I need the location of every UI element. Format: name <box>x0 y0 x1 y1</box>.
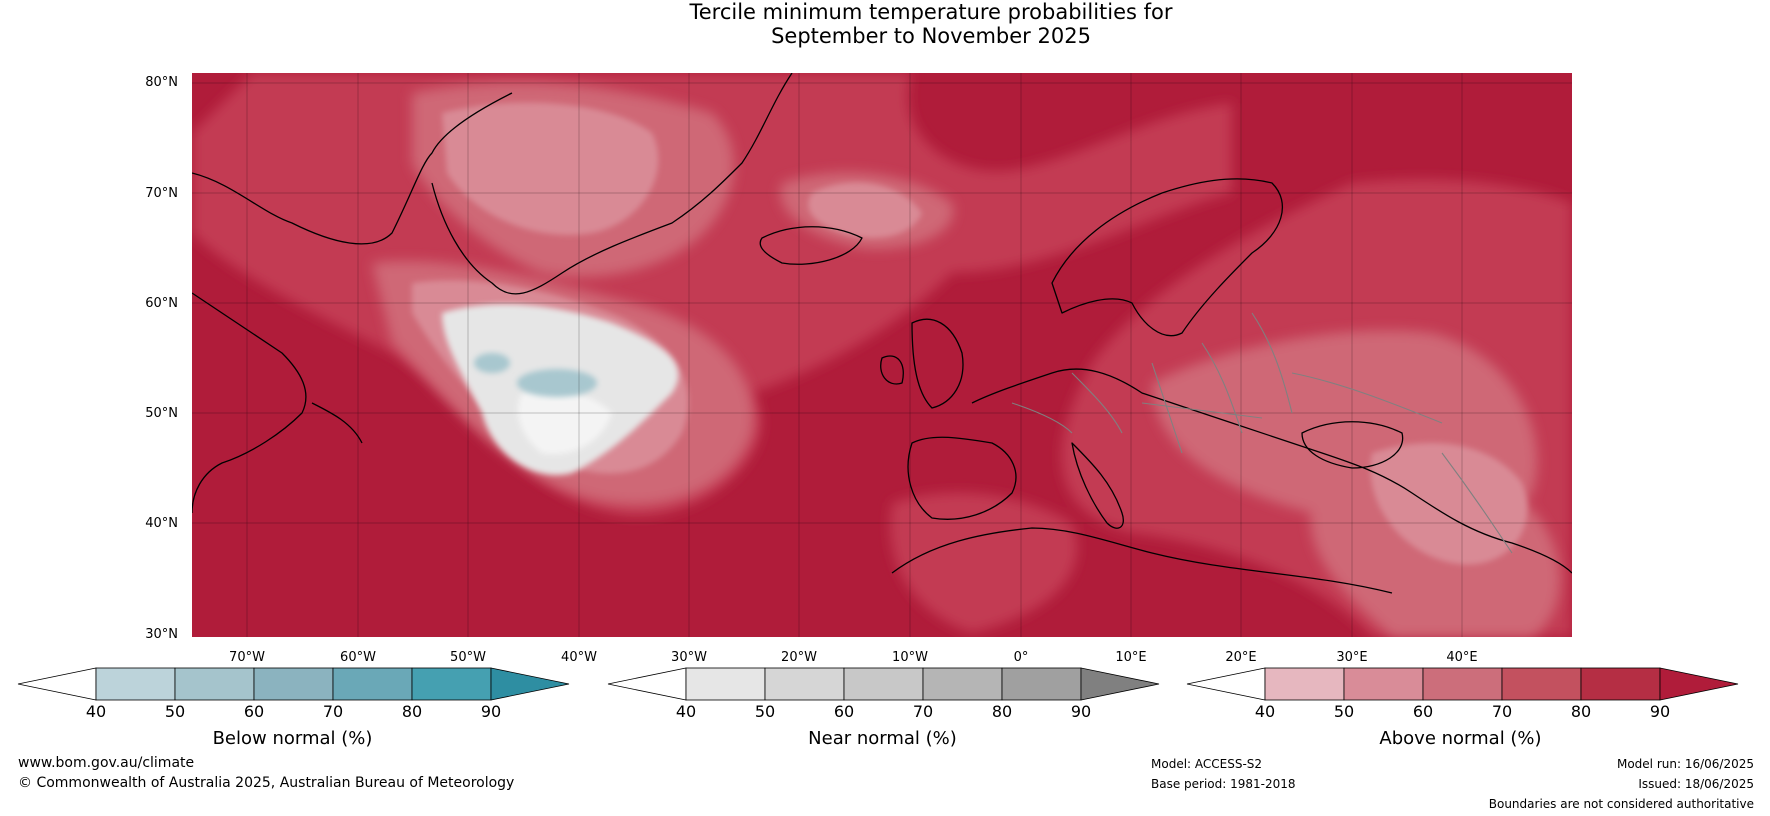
prob-zone-60-east <box>1370 443 1528 565</box>
legend-tick-label: 90 <box>1070 702 1092 721</box>
legend-swatch <box>1580 667 1661 701</box>
greenland-coastline <box>192 73 793 295</box>
legend-swatch <box>1501 667 1582 701</box>
legend-arrow-high <box>1659 667 1739 701</box>
lat-label: 40°N <box>145 516 178 531</box>
europe-coastline <box>971 368 1572 574</box>
footer-url: www.bom.gov.au/climate <box>18 755 195 771</box>
legend-swatch <box>253 667 334 701</box>
legend-tick-label: 70 <box>1491 702 1513 721</box>
lat-label: 70°N <box>145 186 178 201</box>
lat-label: 60°N <box>145 296 178 311</box>
lon-label: 40°W <box>561 650 597 665</box>
lon-label: 0° <box>1013 650 1029 665</box>
footer-model: Model: ACCESS-S2 <box>1151 757 1263 771</box>
legend-swatch <box>685 667 766 701</box>
scandinavia-coastline <box>1051 178 1283 337</box>
legend-tick-label: 80 <box>401 702 423 721</box>
black-sea-coastline <box>1301 421 1404 469</box>
legend-swatch <box>411 667 492 701</box>
lat-label: 50°N <box>145 406 178 421</box>
prob-zone-60-greenland <box>442 102 659 235</box>
title-line-2: September to November 2025 <box>771 24 1091 48</box>
uk-coastline <box>880 318 964 409</box>
lon-label: 10°E <box>1115 650 1147 665</box>
lat-label: 30°N <box>145 627 178 642</box>
legend-tick-label: 50 <box>1333 702 1355 721</box>
legend-tick-label: 60 <box>243 702 265 721</box>
italy-coastline <box>1071 442 1124 529</box>
title-line-1: Tercile minimum temperature probabilitie… <box>689 0 1173 24</box>
legend-tick-label: 70 <box>912 702 934 721</box>
legend-tick-label: 50 <box>754 702 776 721</box>
footer-disclaimer: Boundaries are not considered authoritat… <box>1488 797 1754 811</box>
footer-copyright: © Commonwealth of Australia 2025, Austra… <box>18 775 515 791</box>
legend-tick-label: 70 <box>322 702 344 721</box>
graticule <box>192 73 1572 637</box>
lon-label: 20°W <box>781 650 817 665</box>
near-normal-zone-white <box>518 389 612 454</box>
legend-arrow-low <box>17 667 97 701</box>
labrador-coastline <box>192 292 363 514</box>
legend-near-normal-label: Near normal (%) <box>808 728 957 749</box>
legend-tick-label: 50 <box>164 702 186 721</box>
lon-label: 50°W <box>450 650 486 665</box>
footer-issued: Issued: 18/06/2025 <box>1638 777 1754 791</box>
legend-near-normal <box>607 667 1160 701</box>
legend-swatch <box>843 667 924 701</box>
legend-swatch <box>1264 667 1345 701</box>
legend-below-normal <box>17 667 570 701</box>
lon-label: 30°W <box>671 650 707 665</box>
legend-above-normal <box>1186 667 1739 701</box>
footer-base-period: Base period: 1981-2018 <box>1151 777 1296 791</box>
country-borders <box>1011 312 1513 554</box>
forecast-map <box>192 73 1572 637</box>
north-africa-coastline <box>891 527 1393 594</box>
prob-zone-60-norwegian-sea <box>808 182 922 238</box>
lon-label: 10°W <box>892 650 928 665</box>
below-normal-zone-1 <box>474 353 510 373</box>
iceland-coastline <box>759 226 863 265</box>
legend-tick-label: 60 <box>1412 702 1434 721</box>
legend-swatch <box>922 667 1003 701</box>
legend-arrow-low <box>607 667 687 701</box>
legend-tick-label: 90 <box>480 702 502 721</box>
legend-tick-label: 80 <box>1570 702 1592 721</box>
footer-model-run: Model run: 16/06/2025 <box>1616 757 1754 771</box>
legend-tick-label: 40 <box>1254 702 1276 721</box>
legend-arrow-high <box>1080 667 1160 701</box>
legend-below-normal-label: Below normal (%) <box>212 728 373 749</box>
legend-tick-label: 40 <box>85 702 107 721</box>
lon-label: 40°E <box>1446 650 1478 665</box>
below-normal-zone-2 <box>517 369 597 397</box>
legend-tick-label: 60 <box>833 702 855 721</box>
legend-arrow-high <box>490 667 570 701</box>
legend-tick-label: 90 <box>1649 702 1671 721</box>
legend-swatch <box>174 667 255 701</box>
legend-swatch <box>1343 667 1424 701</box>
lon-label: 20°E <box>1225 650 1257 665</box>
legend-tick-label: 80 <box>991 702 1013 721</box>
legend-swatch <box>1001 667 1082 701</box>
legend-tick-label: 40 <box>675 702 697 721</box>
lon-label: 60°W <box>340 650 376 665</box>
legend-arrow-low <box>1186 667 1266 701</box>
lat-label: 80°N <box>145 75 178 90</box>
legend-swatch <box>95 667 176 701</box>
legend-swatch <box>1422 667 1503 701</box>
iberia-coastline <box>907 436 1017 520</box>
lon-label: 70°W <box>229 650 265 665</box>
legend-swatch <box>764 667 845 701</box>
legend-above-normal-label: Above normal (%) <box>1379 728 1542 749</box>
map-title: Tercile minimum temperature probabilitie… <box>0 0 1770 48</box>
lon-label: 30°E <box>1336 650 1368 665</box>
legend-swatch <box>332 667 413 701</box>
